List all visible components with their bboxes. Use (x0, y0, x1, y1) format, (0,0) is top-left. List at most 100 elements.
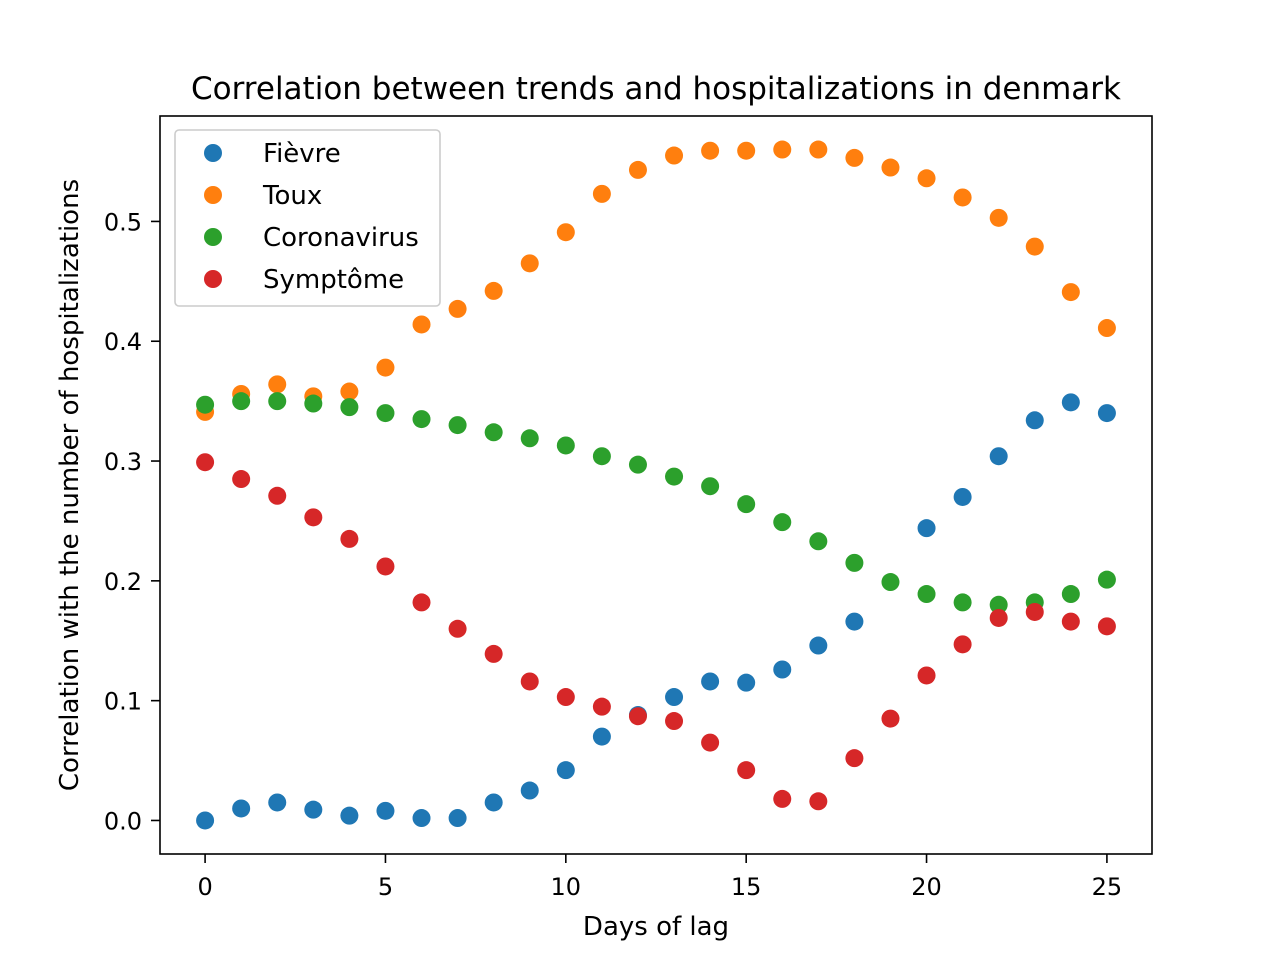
data-point (340, 382, 359, 401)
data-point (737, 761, 756, 780)
data-point (232, 470, 251, 489)
data-point (448, 809, 467, 828)
data-point (340, 398, 359, 417)
data-point (592, 697, 611, 716)
data-point (917, 585, 936, 604)
data-point (989, 208, 1008, 227)
data-point (989, 608, 1008, 627)
data-point (665, 146, 684, 165)
y-tick-label: 0.0 (104, 807, 142, 835)
legend-marker (204, 270, 222, 288)
data-point (989, 447, 1008, 466)
data-point (412, 593, 431, 612)
data-point (628, 707, 647, 726)
data-point (304, 508, 323, 527)
data-point (268, 793, 287, 812)
data-point (737, 141, 756, 160)
data-point (376, 801, 395, 820)
data-point (520, 781, 539, 800)
data-point (701, 141, 720, 160)
data-point (809, 636, 828, 655)
legend-box (174, 129, 441, 307)
legend-marker (204, 186, 222, 204)
data-point (556, 436, 575, 455)
data-point (1061, 612, 1080, 631)
legend-marker (204, 228, 222, 246)
data-point (592, 447, 611, 466)
points-layer (196, 140, 1116, 830)
data-point (556, 688, 575, 707)
data-point (1025, 602, 1044, 621)
data-point (953, 593, 972, 612)
x-tick-label: 15 (731, 873, 762, 901)
data-point (701, 477, 720, 496)
data-point (520, 429, 539, 448)
data-point (917, 519, 936, 538)
data-point (1097, 570, 1116, 589)
data-point (268, 392, 287, 411)
data-point (592, 184, 611, 203)
data-point (412, 809, 431, 828)
data-point (520, 672, 539, 691)
y-tick-label: 0.3 (104, 448, 142, 476)
data-point (773, 140, 792, 159)
chart-title: Correlation between trends and hospitali… (191, 71, 1121, 107)
data-point (196, 811, 215, 830)
data-point (845, 148, 864, 167)
data-point (556, 761, 575, 780)
data-point (196, 453, 215, 472)
data-point (737, 495, 756, 514)
x-tick-label: 5 (378, 873, 393, 901)
data-point (881, 709, 900, 728)
data-point (376, 404, 395, 423)
data-point (737, 673, 756, 692)
x-axis-label: Days of lag (583, 912, 729, 942)
data-point (412, 410, 431, 429)
data-point (1061, 283, 1080, 302)
data-point (484, 423, 503, 442)
data-point (484, 644, 503, 663)
data-point (232, 799, 251, 818)
data-point (665, 467, 684, 486)
data-point (304, 394, 323, 413)
y-tick-label: 0.1 (104, 688, 142, 716)
legend-label: Symptôme (263, 265, 404, 295)
data-point (268, 486, 287, 505)
data-point (520, 254, 539, 273)
data-point (845, 749, 864, 768)
data-point (953, 188, 972, 207)
plot-frame (159, 115, 1153, 855)
data-point (953, 487, 972, 506)
data-point (340, 806, 359, 825)
legend-label: Toux (262, 181, 322, 211)
data-point (412, 315, 431, 334)
y-tick-label: 0.2 (104, 568, 142, 596)
data-point (809, 792, 828, 811)
x-tick-label: 10 (551, 873, 582, 901)
y-axis-label: Correlation with the number of hospitali… (55, 179, 85, 791)
data-point (773, 513, 792, 532)
legend-items: Fièvre Toux Coronavirus Symptôme (204, 139, 419, 295)
y-tick-label: 0.5 (104, 208, 142, 236)
data-point (484, 793, 503, 812)
data-point (628, 160, 647, 179)
legend-label: Coronavirus (263, 223, 419, 253)
data-point (881, 158, 900, 177)
data-point (448, 619, 467, 638)
data-point (376, 358, 395, 377)
data-point (1025, 411, 1044, 430)
data-point (773, 789, 792, 808)
data-point (701, 672, 720, 691)
y-tick-label: 0.4 (104, 328, 142, 356)
data-point (809, 140, 828, 159)
data-point (1097, 404, 1116, 423)
data-point (448, 416, 467, 435)
data-point (376, 557, 395, 576)
data-point (556, 223, 575, 242)
data-point (845, 553, 864, 572)
data-point (1097, 319, 1116, 338)
data-point (665, 688, 684, 707)
data-point (953, 635, 972, 654)
data-point (1097, 617, 1116, 636)
